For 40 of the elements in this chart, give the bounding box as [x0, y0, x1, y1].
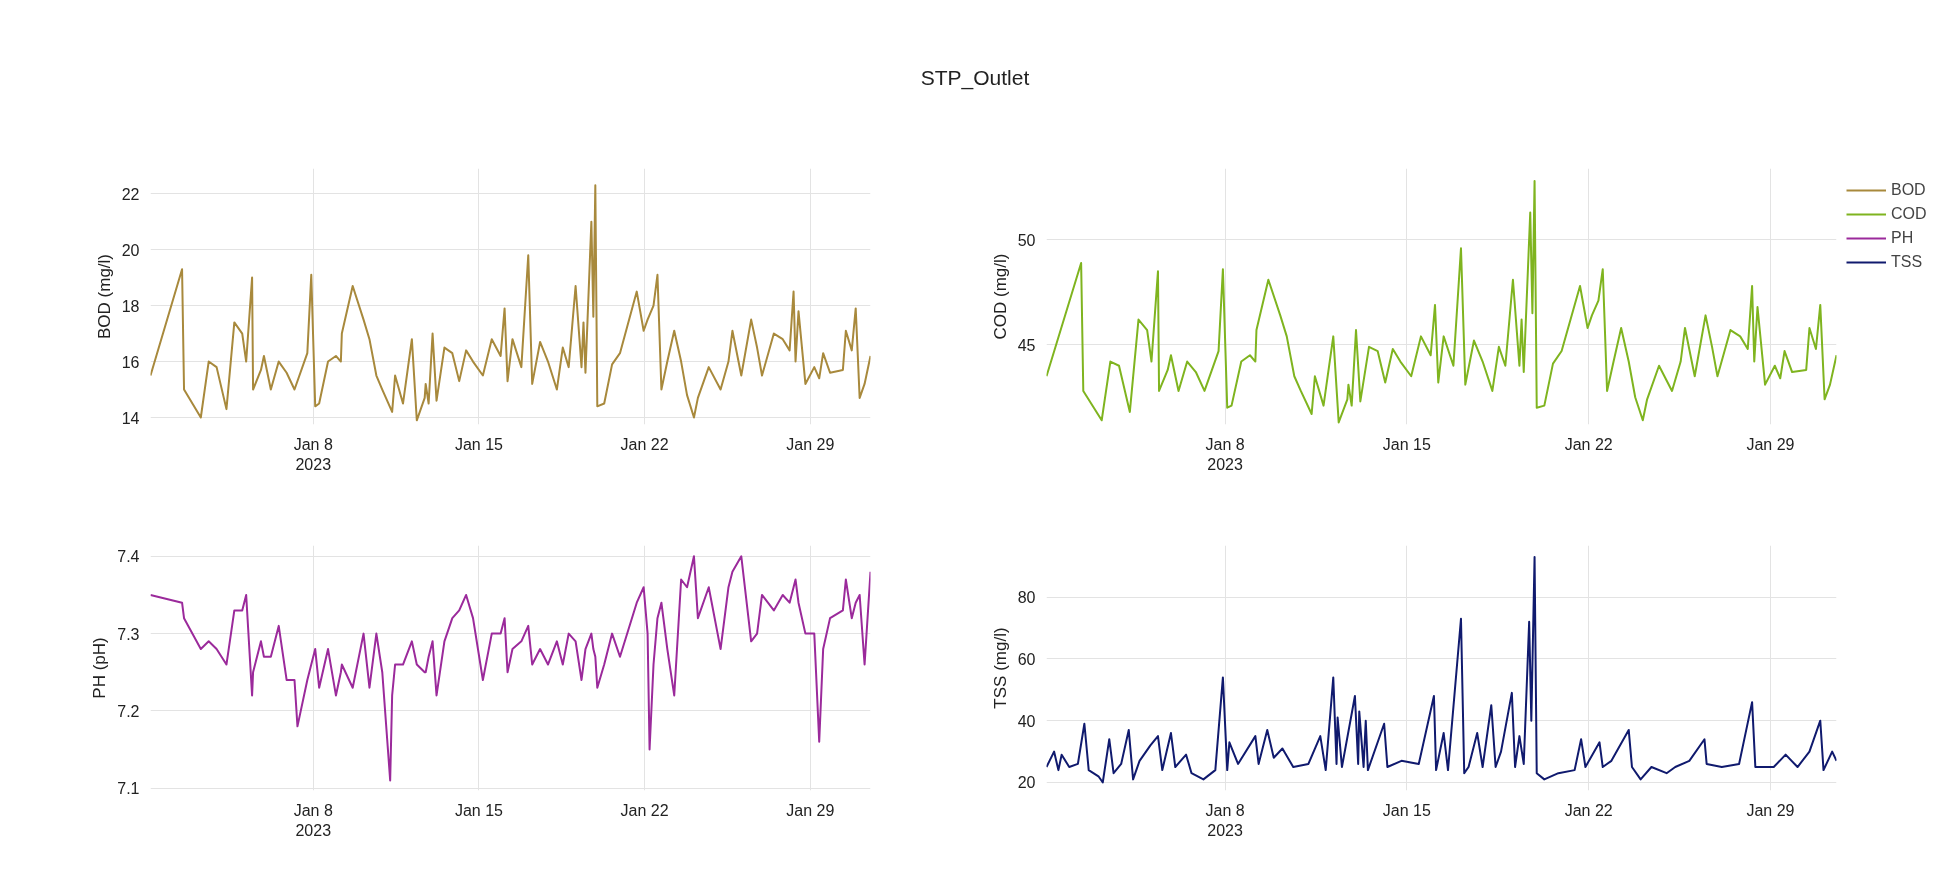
y-axis-title: BOD (mg/l): [94, 254, 114, 339]
x-tick-label: Jan 22: [1564, 801, 1613, 819]
y-tick-label: 16: [121, 353, 140, 371]
x-tick-label: Jan 29: [786, 435, 835, 453]
legend-label: TSS: [1891, 253, 1923, 271]
x-tick-label: Jan 8 2023: [293, 801, 333, 839]
x-tick-label: Jan 8 2023: [293, 435, 333, 473]
y-tick-label: 7.1: [117, 780, 140, 798]
x-tick-label: Jan 8 2023: [1205, 801, 1245, 839]
legend-label: PH: [1891, 229, 1914, 247]
x-tick-label: Jan 15: [1382, 801, 1431, 819]
y-tick-label: 7.3: [117, 625, 140, 643]
chart-title: STP_Outlet: [920, 65, 1030, 92]
x-tick-label: Jan 29: [1746, 435, 1795, 453]
y-tick-label: 45: [1017, 336, 1036, 354]
y-tick-label: 7.4: [117, 548, 140, 566]
y-axis-title: PH (pH): [90, 637, 110, 699]
x-tick-label: Jan 15: [454, 801, 504, 819]
legend-label: BOD: [1891, 181, 1926, 199]
y-tick-label: 50: [1017, 231, 1036, 249]
y-axis-title: TSS (mg/l): [990, 627, 1010, 709]
x-tick-label: Jan 15: [454, 435, 504, 453]
x-tick-label: Jan 15: [1382, 435, 1431, 453]
x-tick-label: Jan 29: [786, 801, 835, 819]
y-tick-label: 22: [121, 185, 140, 203]
y-tick-label: 14: [121, 409, 140, 427]
x-tick-label: Jan 8 2023: [1205, 435, 1245, 473]
y-tick-label: 40: [1017, 712, 1036, 730]
y-tick-label: 7.2: [117, 702, 140, 720]
y-axis-title: COD (mg/l): [990, 253, 1010, 340]
y-tick-label: 20: [1017, 774, 1036, 792]
x-tick-label: Jan 22: [1564, 435, 1613, 453]
x-tick-label: Jan 29: [1746, 801, 1795, 819]
y-tick-label: 18: [121, 297, 140, 315]
y-tick-label: 60: [1017, 650, 1036, 668]
x-tick-label: Jan 22: [620, 801, 669, 819]
legend-label: COD: [1891, 205, 1927, 223]
y-tick-label: 80: [1017, 589, 1036, 607]
y-tick-label: 20: [121, 241, 140, 259]
x-tick-label: Jan 22: [620, 435, 669, 453]
